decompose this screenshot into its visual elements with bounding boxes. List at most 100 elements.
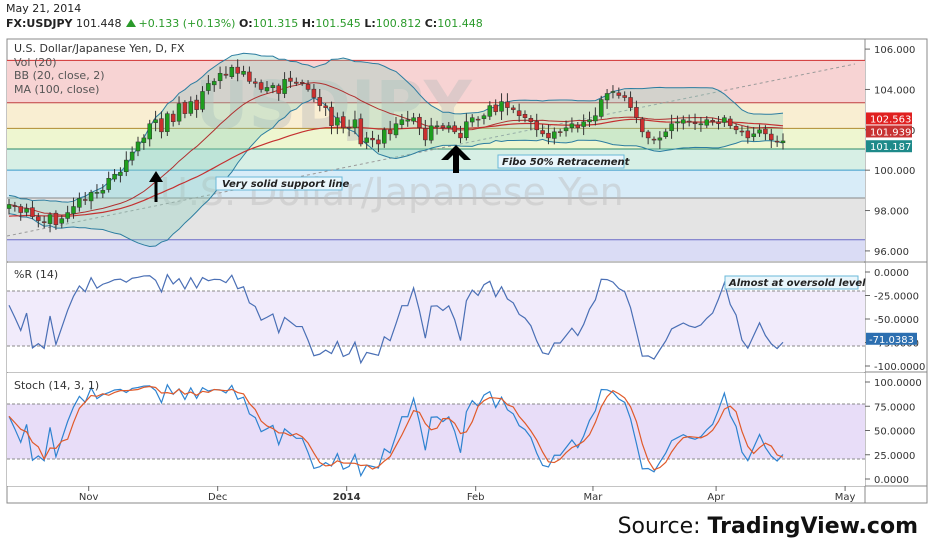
candle-body — [423, 128, 428, 141]
candle-body — [53, 212, 59, 225]
candle-body — [757, 129, 762, 134]
candle-body — [235, 66, 240, 74]
candle-body — [229, 67, 235, 77]
price-label: 101.187 — [870, 142, 911, 153]
candle-body — [217, 73, 223, 82]
candle-body — [417, 116, 422, 129]
candle-body — [405, 119, 410, 122]
candle-body — [106, 178, 111, 190]
candle-body — [493, 104, 498, 112]
candle-body — [739, 130, 745, 133]
wr-title: %R (14) — [14, 268, 58, 281]
main-title: U.S. Dollar/Japanese Yen, D, FX — [14, 42, 185, 55]
time-tick-label: May — [835, 492, 856, 503]
stoch-tick-label: 50.0000 — [874, 427, 915, 438]
wr-last-label: -71.0383 — [869, 335, 914, 346]
candle-body — [499, 101, 504, 112]
candle-body — [522, 114, 528, 118]
time-tick-label: Mar — [584, 492, 604, 503]
up-triangle-icon — [125, 19, 136, 27]
support-note: Very solid support line — [222, 179, 349, 190]
candle-body — [376, 139, 381, 145]
candle-body — [593, 115, 598, 122]
candle-body — [769, 133, 774, 141]
candle-body — [100, 190, 106, 194]
candle-body — [329, 106, 334, 127]
source-brand: TradingView.com — [707, 514, 918, 539]
candle-body — [317, 97, 323, 106]
candle-body — [487, 105, 493, 117]
stoch-d-line — [8, 385, 784, 471]
candle-body — [241, 71, 246, 75]
low-label: L: — [364, 17, 376, 30]
candle-body — [194, 99, 199, 110]
candle-body — [288, 77, 293, 82]
source-label: Source: — [617, 514, 701, 539]
candle-body — [170, 113, 176, 122]
legend-vol[interactable]: Vol (20) — [14, 56, 57, 69]
candle-body — [253, 81, 258, 84]
time-tick-label: Nov — [79, 492, 99, 503]
candle-body — [211, 81, 217, 86]
wr-line — [8, 273, 784, 365]
candle-body — [393, 123, 399, 136]
candle-body — [704, 119, 710, 126]
candle-body — [282, 79, 287, 94]
candle-body — [65, 212, 70, 219]
candle-body — [516, 110, 522, 116]
main-legend: U.S. Dollar/Japanese Yen, D, FX Vol (20)… — [14, 42, 185, 96]
candle-body — [352, 119, 358, 128]
candle-body — [628, 97, 633, 108]
fib-zone — [7, 239, 865, 261]
candle-body — [733, 126, 739, 131]
candle-body — [540, 130, 545, 135]
candle-body — [112, 173, 117, 180]
candle-body — [692, 122, 698, 125]
candle-body — [458, 132, 463, 139]
legend-ma[interactable]: MA (100, close) — [14, 83, 99, 96]
candle-body — [258, 82, 264, 90]
candle-body — [129, 151, 135, 161]
fib-zone — [7, 148, 865, 171]
candle-body — [563, 127, 569, 132]
candle-body — [12, 205, 18, 207]
price-label-box — [866, 112, 912, 125]
candle-body — [634, 107, 639, 118]
stoch-tick-label: 25.0000 — [874, 451, 915, 462]
wr-last-box — [866, 332, 917, 345]
high-label: H: — [301, 17, 316, 30]
time-tick-label: Feb — [467, 492, 485, 503]
candle-body — [511, 107, 516, 110]
stoch-title: Stoch (14, 3, 1) — [14, 379, 99, 392]
price-tick-label: 100.000 — [874, 166, 915, 177]
candle-body — [165, 113, 170, 132]
candle-body — [763, 128, 768, 135]
candle-body — [30, 207, 35, 217]
stoch-tick-label: 0.0000 — [874, 475, 909, 486]
candle-body — [716, 121, 721, 125]
candle-body — [18, 206, 23, 213]
legend-bb[interactable]: BB (20, close, 2) — [14, 69, 105, 82]
candle-body — [640, 118, 645, 133]
wr-tick-label: -50.0000 — [874, 315, 919, 326]
candle-body — [481, 115, 487, 119]
candle-body — [645, 131, 651, 139]
candle-body — [182, 101, 188, 114]
candle-body — [669, 123, 674, 132]
oversold-note: Almost at oversold level — [728, 278, 866, 289]
oversold-note-box — [724, 275, 859, 290]
candle-body — [475, 118, 481, 121]
price-label: 102.563 — [870, 114, 911, 125]
chart-area[interactable]: USDJPY U.S. Dollar/Japanese Yen U.S. Dol… — [0, 0, 932, 512]
candle-body — [24, 208, 29, 213]
fibo-note: Fibo 50% Retracement — [502, 157, 631, 168]
candle-body — [528, 118, 534, 122]
candle-body — [59, 218, 65, 224]
price-tick-label: 96.000 — [874, 247, 909, 258]
candle-body — [428, 125, 434, 141]
candle-body — [622, 95, 627, 98]
candle-body — [77, 198, 82, 208]
high-value: 101.545 — [315, 17, 361, 30]
candle-body — [382, 129, 387, 144]
symbol[interactable]: FX:USDJPY — [6, 17, 73, 30]
